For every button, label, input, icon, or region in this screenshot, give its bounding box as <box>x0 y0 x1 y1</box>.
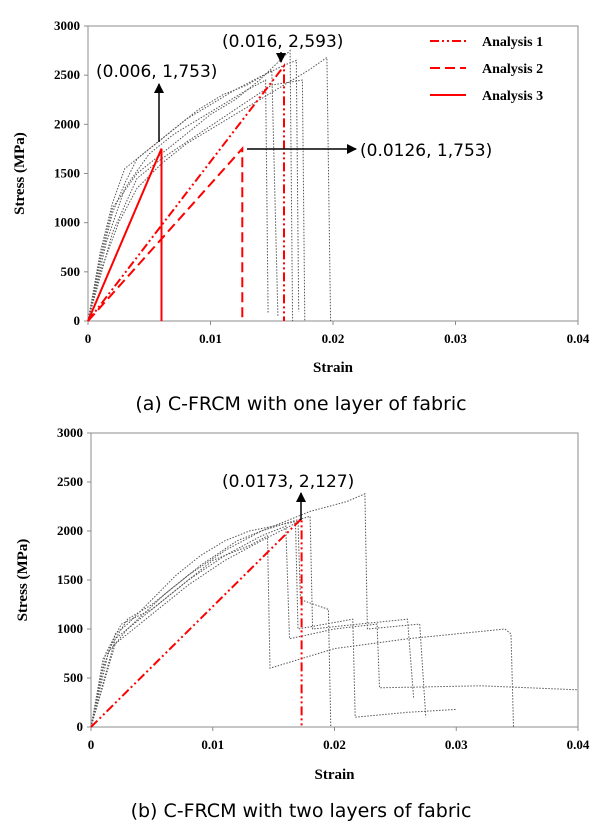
x-tick-label: 0.01 <box>199 331 222 346</box>
x-tick-label: 0.04 <box>567 737 590 752</box>
experimental-curve <box>90 515 415 728</box>
legend-label: Analysis 2 <box>482 62 543 77</box>
analysis-series-line <box>90 516 303 728</box>
y-tick-label: 500 <box>64 670 84 685</box>
y-tick-label: 500 <box>61 264 81 279</box>
x-axis-label: Strain <box>313 360 354 376</box>
experimental-curve <box>90 520 332 728</box>
experimental-curve <box>87 79 269 322</box>
chart-panel-a: 0 500 1000 1500 2000 2500 3000 0 0.01 0.02 0.03 0.0… <box>12 18 590 415</box>
y-tick-label: 0 <box>74 313 81 328</box>
x-tick-label: 0 <box>85 331 92 346</box>
legend-label: Analysis 3 <box>482 89 543 104</box>
y-tick-label: 0 <box>77 719 84 734</box>
y-tick-label: 1000 <box>54 215 80 230</box>
annotation-label: (0.006, 1,753) <box>96 62 217 82</box>
x-axis-label: Strain <box>314 767 355 783</box>
experimental-curve <box>90 535 514 728</box>
y-axis-label: Stress (MPa) <box>15 539 31 622</box>
y-tick-label: 1500 <box>54 166 80 181</box>
x-tick-label: 0.02 <box>322 331 345 346</box>
experimental-curve <box>90 522 457 728</box>
y-tick-label: 3000 <box>57 425 83 440</box>
x-tick-label: 0.01 <box>201 737 224 752</box>
y-tick-label: 2000 <box>57 523 83 538</box>
annotation-label: (0.0126, 1,753) <box>360 141 492 161</box>
experimental-curve <box>87 69 279 322</box>
y-tick-label: 2000 <box>54 116 80 131</box>
y-tick-label: 2500 <box>57 474 83 489</box>
x-tick-label: 0 <box>88 737 95 752</box>
y-tick-label: 1000 <box>57 621 83 636</box>
y-tick-label: 1500 <box>57 572 83 587</box>
y-tick-label: 3000 <box>54 18 80 33</box>
experimental-curve <box>90 493 427 728</box>
experimental-curve <box>87 56 332 322</box>
figure-caption: (b) C-FRCM with two layers of fabric <box>131 800 472 822</box>
x-tick-label: 0.02 <box>323 737 346 752</box>
analysis-series-line <box>87 145 244 322</box>
analysis-series-line <box>87 63 285 322</box>
annotation-label: (0.0173, 2,127) <box>222 472 354 492</box>
analysis-series-line <box>87 148 163 322</box>
x-tick-label: 0.03 <box>445 737 468 752</box>
y-axis-label: Stress (MPa) <box>12 132 28 215</box>
annotation-label: (0.016, 2,593) <box>222 32 343 52</box>
y-tick-label: 2500 <box>54 67 80 82</box>
figure-caption: (a) C-FRCM with one layer of fabric <box>135 393 466 415</box>
x-tick-label: 0.03 <box>444 331 467 346</box>
x-tick-label: 0.04 <box>567 331 590 346</box>
experimental-curve <box>90 525 579 728</box>
chart-panel-b: 0 500 1000 1500 2000 2500 3000 0 0.01 0.02 0.03 0.0… <box>15 425 590 822</box>
legend-label: Analysis 1 <box>482 35 543 50</box>
experimental-curve <box>87 59 300 322</box>
experimental-curve <box>87 79 306 322</box>
